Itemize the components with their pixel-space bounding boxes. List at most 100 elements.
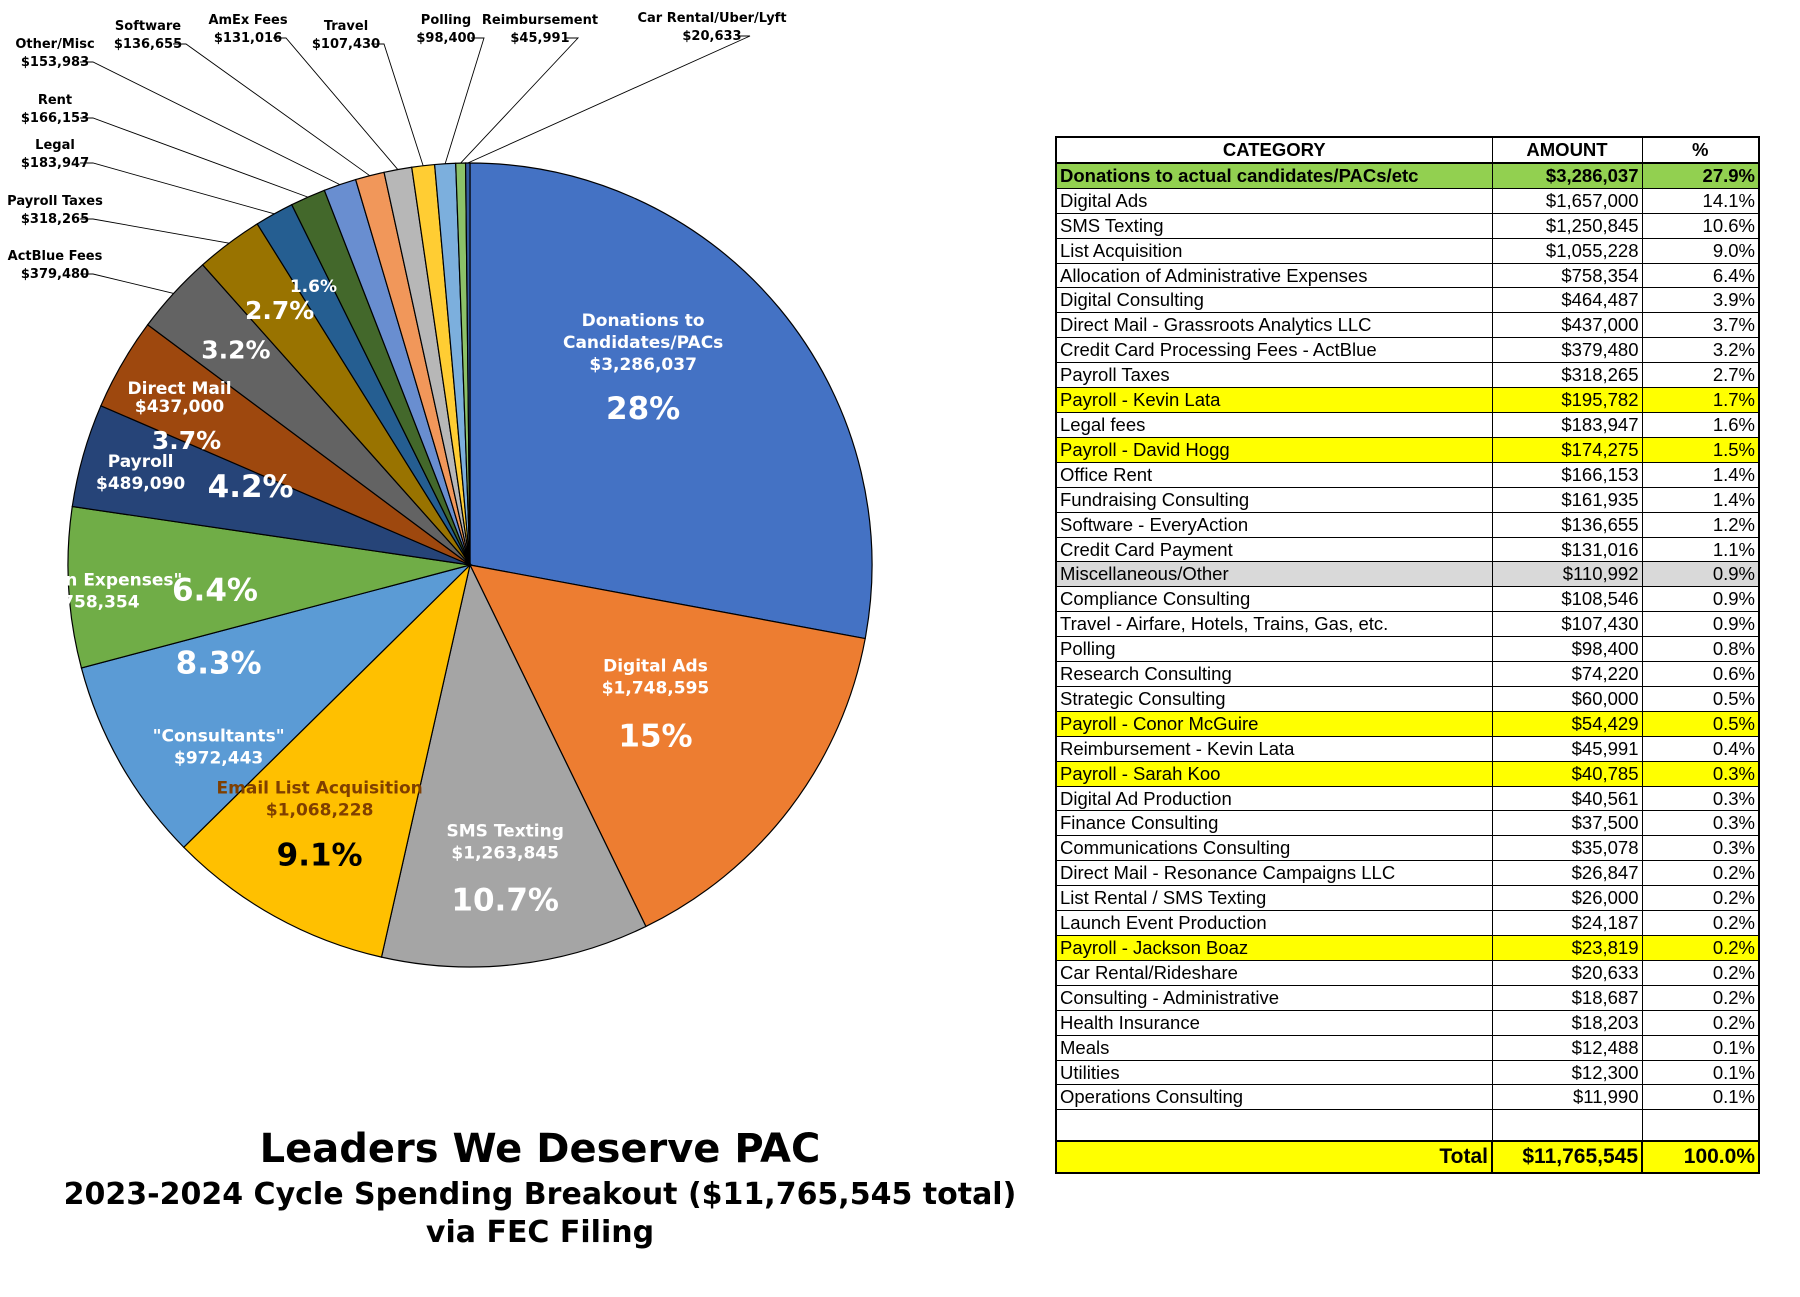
leader-line (371, 43, 424, 166)
row-amount: $174,275 (1491, 436, 1643, 463)
table-row: Finance Consulting $37,500 0.3% (1055, 810, 1760, 837)
spending-table: CATEGORY AMOUNT % Donations to actual ca… (1055, 136, 1760, 1175)
table-row: Digital Ads $1,657,000 14.1% (1055, 187, 1760, 214)
table-row: Credit Card Payment $131,016 1.1% (1055, 536, 1760, 563)
table-row: Communications Consulting $35,078 0.3% (1055, 835, 1760, 862)
row-amount: $12,300 (1491, 1059, 1643, 1086)
slice-external-label: Other/Misc (15, 37, 94, 52)
row-amount: $23,819 (1491, 935, 1643, 961)
row-amount: $195,782 (1491, 387, 1643, 413)
row-amount: $161,935 (1491, 486, 1643, 513)
row-percent: 2.7% (1641, 362, 1760, 389)
table-row: Direct Mail - Resonance Campaigns LLC $26… (1055, 860, 1760, 887)
row-category: List Rental / SMS Texting (1055, 885, 1493, 912)
row-percent: 0.2% (1641, 935, 1760, 961)
table-row: Reimbursement - Kevin Lata $45,991 0.4% (1055, 735, 1760, 762)
pie-slice (468, 564, 866, 928)
row-category: Launch Event Production (1055, 910, 1493, 936)
slice-label: $3,286,037 (589, 355, 697, 375)
slice-label: Donations to (582, 311, 705, 331)
row-amount: $108,546 (1491, 586, 1643, 613)
pie-slice (67, 505, 471, 669)
row-percent: 0.4% (1641, 735, 1760, 762)
row-percent: 0.2% (1641, 1009, 1760, 1036)
row-category: Health Insurance (1055, 1009, 1493, 1036)
slice-external-value: $20,633 (682, 29, 741, 44)
slice-percent-label: 9.1% (277, 838, 363, 874)
table-row: Miscellaneous/Other $110,992 0.9% (1055, 561, 1760, 588)
row-category: SMS Texting (1055, 212, 1493, 239)
slice-percent-label: 1.6% (290, 277, 337, 297)
leader-line (80, 61, 341, 186)
slice-external-value: $45,991 (510, 31, 569, 46)
table-row: List Acquisition $1,055,228 9.0% (1055, 237, 1760, 264)
row-percent: 9.0% (1641, 237, 1760, 264)
row-category: Utilities (1055, 1059, 1493, 1086)
row-category: Communications Consulting (1055, 835, 1493, 862)
chart-title: Leaders We Deserve PAC (259, 1126, 821, 1172)
slice-external-label: Polling (421, 13, 471, 28)
row-category: Direct Mail - Grassroots Analytics LLC (1055, 312, 1493, 339)
row-category: Payroll - Kevin Lata (1055, 387, 1493, 413)
slice-percent-label: 4.2% (208, 469, 294, 505)
row-amount: $758,354 (1491, 262, 1643, 289)
row-category: Miscellaneous/Other (1055, 561, 1493, 588)
header-percent: % (1641, 136, 1760, 164)
slice-percent-label: 8.3% (176, 645, 262, 681)
row-percent: 1.4% (1641, 461, 1760, 488)
row-amount: $464,487 (1491, 287, 1643, 314)
row-category: Legal fees (1055, 411, 1493, 438)
row-category: Direct Mail - Resonance Campaigns LLC (1055, 860, 1493, 887)
pie-slice (182, 563, 472, 958)
slice-external-label: Rent (38, 93, 72, 108)
row-percent: 0.1% (1641, 1084, 1760, 1111)
row-category: Digital Ad Production (1055, 785, 1493, 812)
row-percent: 0.2% (1641, 860, 1760, 887)
row-category: Polling (1055, 636, 1493, 663)
table-row: Consulting - Administrative $18,687 0.2% (1055, 984, 1760, 1011)
row-amount: $37,500 (1491, 810, 1643, 837)
leader-line (80, 162, 275, 215)
slice-percent-label: 15% (618, 718, 692, 754)
row-amount: $45,991 (1491, 735, 1643, 762)
pie-slice (469, 162, 873, 640)
row-percent: 1.5% (1641, 436, 1760, 463)
slice-external-value: $107,430 (312, 37, 380, 52)
table-row: Payroll - Jackson Boaz $23,819 0.2% (1055, 935, 1760, 961)
row-percent: 1.4% (1641, 486, 1760, 513)
slice-label: SMS Texting (447, 821, 564, 841)
row-percent: 1.2% (1641, 511, 1760, 538)
row-amount: $11,990 (1491, 1084, 1643, 1111)
row-category: Compliance Consulting (1055, 586, 1493, 613)
leader-line (467, 35, 751, 164)
row-percent: 10.6% (1641, 212, 1760, 239)
slice-label: Digital Ads (603, 656, 708, 676)
slice-external-label: Car Rental/Uber/Lyft (637, 11, 786, 26)
slice-external-value: $318,265 (21, 212, 89, 227)
slice-label: Email List Acquisition (217, 779, 423, 799)
slice-external-label: Reimbursement (482, 13, 598, 28)
leader-line (80, 218, 230, 244)
slice-external-label: Legal (35, 138, 75, 153)
slice-label: $1,263,845 (451, 843, 559, 863)
total-amount: $11,765,545 (1491, 1140, 1643, 1175)
slice-external-value: $379,480 (21, 267, 89, 282)
slice-label: Payroll (108, 452, 174, 472)
row-percent: 0.2% (1641, 885, 1760, 912)
row-category: Allocation of Administrative Expenses (1055, 262, 1493, 289)
row-category: Reimbursement - Kevin Lata (1055, 735, 1493, 762)
table-row: Car Rental/Rideshare $20,633 0.2% (1055, 959, 1760, 986)
total-percent: 100.0% (1641, 1140, 1760, 1175)
row-amount: $18,687 (1491, 984, 1643, 1011)
row-percent: 6.4% (1641, 262, 1760, 289)
row-amount: $24,187 (1491, 910, 1643, 936)
row-amount: $74,220 (1491, 661, 1643, 687)
slice-label: "Admin Expenses" (8, 570, 183, 590)
slice-label: Candidates/PACs (563, 333, 723, 353)
row-percent: 1.6% (1641, 411, 1760, 438)
row-amount: $18,203 (1491, 1009, 1643, 1036)
pie-slice (80, 563, 473, 849)
row-percent: 0.8% (1641, 636, 1760, 663)
row-category: Payroll - Conor McGuire (1055, 710, 1493, 737)
slice-external-value: $183,947 (21, 156, 89, 171)
